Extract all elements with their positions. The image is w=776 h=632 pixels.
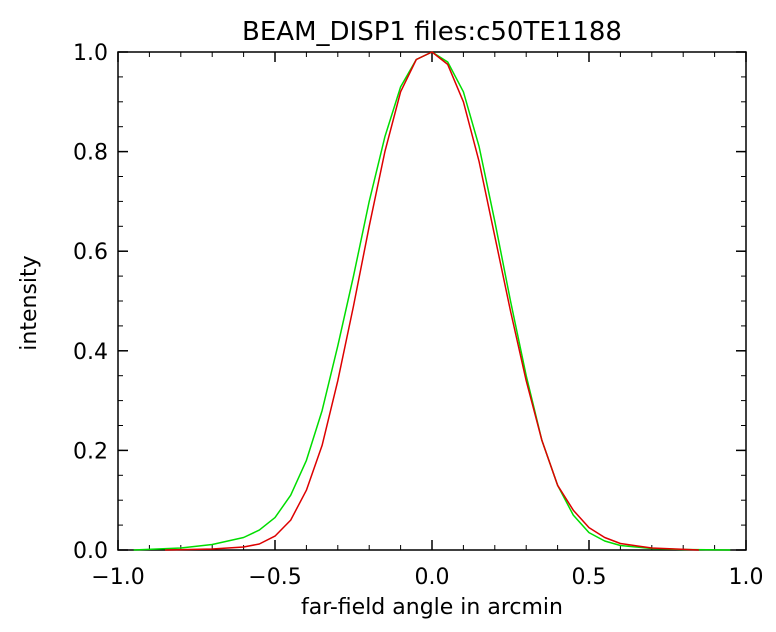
- axis-ticks: −1.0 −0.5 0.0 0.5 1.0 0.0 0.2 0.4 0.6 0.8 1.0: [73, 41, 764, 590]
- y-tick-label: 1.0: [73, 41, 108, 66]
- x-axis-label: far-field angle in arcmin: [301, 595, 563, 620]
- y-axis-label: intensity: [17, 255, 42, 350]
- series-line-2: [165, 51, 699, 551]
- x-tick-label: 0.0: [415, 565, 450, 590]
- x-tick-label: 1.0: [729, 565, 764, 590]
- chart-title: BEAM_DISP1 files:c50TE1188: [242, 17, 622, 47]
- series-lines: [133, 51, 731, 551]
- y-tick-label: 0.2: [73, 439, 108, 464]
- y-tick-label: 0.6: [73, 240, 108, 265]
- y-tick-label: 0.8: [73, 141, 108, 166]
- x-tick-label: −1.0: [91, 565, 144, 590]
- series-line-1: [133, 51, 731, 551]
- x-tick-label: −0.5: [248, 565, 301, 590]
- x-tick-label: 0.5: [572, 565, 607, 590]
- y-tick-label: 0.0: [73, 539, 108, 564]
- y-tick-label: 0.4: [73, 340, 108, 365]
- plot-frame: [117, 51, 747, 551]
